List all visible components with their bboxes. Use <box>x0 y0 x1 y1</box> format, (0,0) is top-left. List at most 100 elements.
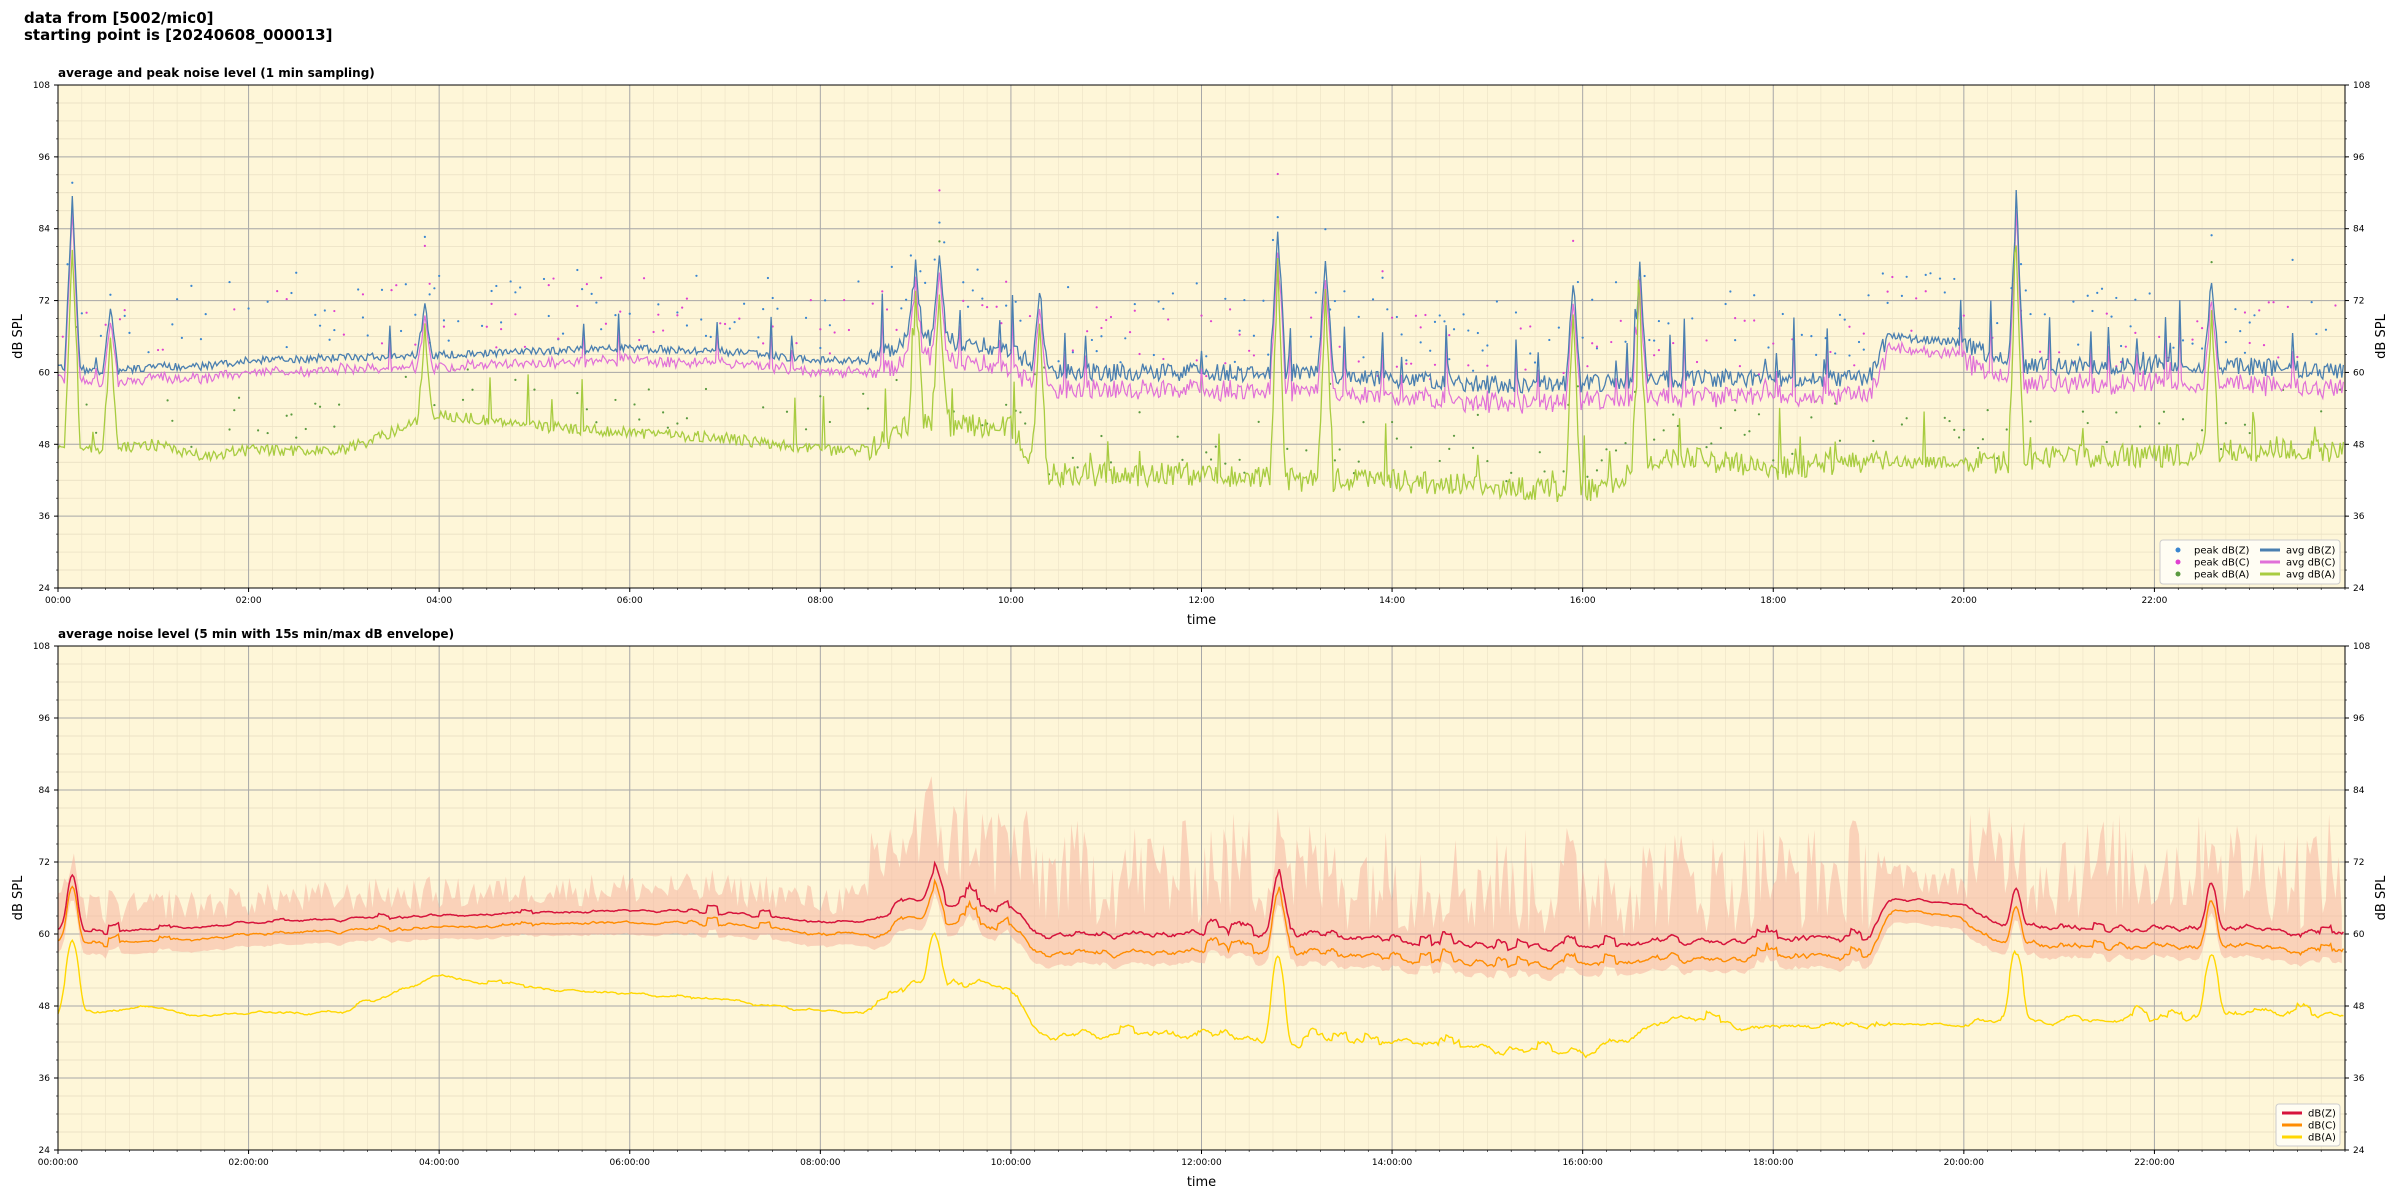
peak-c-point <box>390 289 393 292</box>
peak-z-point <box>1238 329 1241 332</box>
peak-a-point <box>1719 426 1722 430</box>
peak-z-point <box>1581 336 1584 339</box>
peak-z-point <box>495 284 498 288</box>
peak-c-point <box>1915 297 1918 300</box>
peak-z-point <box>1233 360 1236 363</box>
peak-c-point <box>1924 290 1927 293</box>
peak-c-point <box>1772 342 1775 345</box>
y-tick-label-right: 84 <box>2353 786 2365 796</box>
peak-c-point <box>1419 326 1422 329</box>
peak-z-point <box>2234 308 2237 311</box>
peak-a-point <box>1838 439 1842 442</box>
peak-a-point <box>981 424 984 427</box>
peak-c-point <box>885 308 889 311</box>
peak-a-point <box>1224 462 1227 465</box>
y-tick-label-right: 96 <box>2353 714 2365 724</box>
peak-z-point <box>438 274 441 278</box>
peak-z-point <box>743 302 746 305</box>
peak-c-point <box>1572 239 1575 242</box>
peak-z-point <box>1905 275 1908 278</box>
peak-z-point <box>1243 298 1246 302</box>
peak-z-point <box>2253 314 2256 317</box>
peak-z-point <box>1124 337 1127 340</box>
peak-c-point <box>1252 354 1256 357</box>
y-tick-label-right: 72 <box>2353 858 2364 868</box>
peak-c-point <box>828 352 831 355</box>
peak-z-point <box>266 300 269 303</box>
peak-a-point <box>2243 423 2247 426</box>
peak-a-point <box>1471 446 1475 449</box>
y-tick-label: 60 <box>39 368 51 378</box>
peak-z-point <box>1019 319 1022 322</box>
peak-c-point <box>1309 316 1313 319</box>
peak-a-point <box>633 403 636 406</box>
peak-a-point <box>1905 417 1908 420</box>
peak-z-point <box>823 299 827 302</box>
peak-z-point <box>1314 291 1317 294</box>
peak-z-point <box>295 271 298 274</box>
legend-label: avg dB(Z) <box>2286 546 2336 557</box>
peak-a-point <box>461 398 465 401</box>
peak-z-point <box>1119 361 1122 364</box>
peak-c-point <box>2272 301 2275 304</box>
peak-c-point <box>342 333 345 336</box>
peak-a-point <box>290 413 293 416</box>
y-tick-label-right: 108 <box>2353 81 2370 91</box>
avg-dbz-line <box>57 189 2345 395</box>
peak-z-point <box>1381 276 1384 279</box>
legend-label: avg dB(A) <box>2286 570 2336 581</box>
peak-c-point <box>819 328 822 331</box>
peak-z-point <box>399 329 403 333</box>
peak-c-point <box>1238 333 1241 336</box>
peak-z-point <box>1400 333 1403 336</box>
x-tick-label: 08:00:00 <box>800 1158 841 1168</box>
peak-c-point <box>1486 364 1489 367</box>
peak-z-point <box>1862 348 1865 351</box>
page-header: data from [5002/mic0] starting point is … <box>24 10 332 44</box>
peak-c-point <box>2038 350 2042 353</box>
peak-z-point <box>2324 328 2328 331</box>
peak-a-point <box>1243 471 1246 474</box>
x-tick-label: 14:00:00 <box>1372 1158 1413 1168</box>
peak-c-point <box>2248 341 2251 345</box>
peak-c-point <box>1448 334 1451 337</box>
peak-c-point <box>2058 351 2061 354</box>
peak-z-point <box>924 281 927 284</box>
peak-a-point <box>1024 422 1027 425</box>
peak-z-point <box>962 281 965 284</box>
peak-a-point <box>2224 422 2227 425</box>
y-tick-label: 72 <box>39 297 50 307</box>
peak-a-point <box>1476 413 1479 416</box>
peak-z-point <box>1729 290 1732 293</box>
peak-c-point <box>1738 365 1741 368</box>
peak-a-point <box>895 378 898 382</box>
peak-z-point <box>2224 340 2227 344</box>
peak-z-point <box>328 338 331 341</box>
legend-label: peak dB(Z) <box>2194 546 2250 557</box>
peak-z-point <box>1824 337 1827 340</box>
peak-z-point <box>447 339 450 342</box>
peak-c-point <box>676 314 679 317</box>
peak-a-point <box>285 414 288 417</box>
peak-z-point <box>2248 321 2251 324</box>
peak-z-point <box>561 332 565 335</box>
peak-c-point <box>1167 318 1170 321</box>
peak-z-point <box>247 307 250 310</box>
peak-z-point <box>1476 331 1479 335</box>
legend-marker <box>2175 547 2181 553</box>
peak-c-point <box>1224 362 1227 365</box>
peak-z-point <box>766 276 770 280</box>
peak-a-point <box>1538 451 1541 454</box>
x-tick-label: 14:00 <box>1379 596 1405 606</box>
peak-z-point <box>1429 349 1432 352</box>
x-axis-label: time <box>1187 1175 1216 1190</box>
peak-z-point <box>542 277 546 281</box>
peak-a-point <box>2181 418 2185 421</box>
peak-z-point <box>147 351 150 354</box>
legend-label: dB(Z) <box>2308 1109 2336 1120</box>
peak-c-point <box>333 309 336 313</box>
peak-z-point <box>109 293 112 296</box>
peak-z-point <box>1624 340 1627 343</box>
peak-a-point <box>404 375 407 378</box>
